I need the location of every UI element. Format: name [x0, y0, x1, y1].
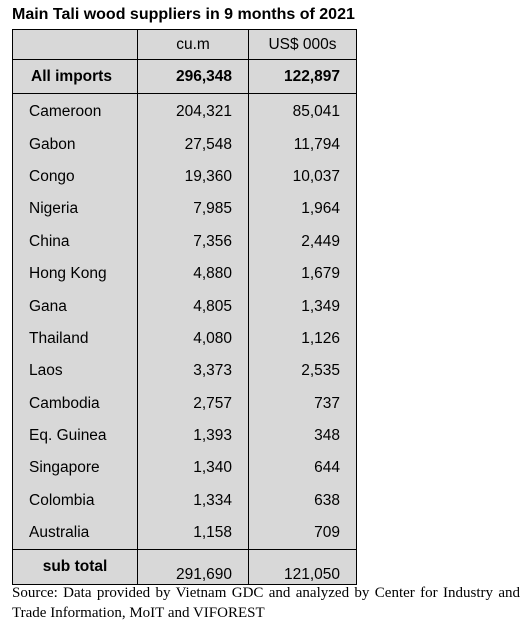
cum-cell: 4,805 [137, 290, 249, 323]
table-row: Hong Kong 4,880 1,679 [12, 257, 357, 291]
country-cell: Cameroon [12, 93, 138, 129]
country-cell: Nigeria [12, 193, 138, 226]
cum-cell: 1,340 [137, 452, 249, 485]
usd-cell: 2,449 [248, 225, 357, 258]
all-imports-row: All imports 296,348 122,897 [12, 59, 357, 94]
sub-total-cum: 291,690 [137, 549, 249, 586]
header-country [12, 29, 138, 60]
cum-cell: 7,985 [137, 193, 249, 226]
usd-cell: 10,037 [248, 160, 357, 194]
usd-cell: 1,349 [248, 290, 357, 323]
usd-cell: 1,126 [248, 322, 357, 356]
header-row: cu.m US$ 000s [12, 29, 357, 60]
table-row: Laos 3,373 2,535 [12, 355, 357, 388]
country-cell: Eq. Guinea [12, 419, 138, 453]
country-cell: Congo [12, 160, 138, 194]
usd-cell: 644 [248, 452, 357, 485]
usd-cell: 737 [248, 387, 357, 420]
cum-cell: 7,356 [137, 225, 249, 258]
cum-cell: 27,548 [137, 128, 249, 161]
usd-cell: 709 [248, 517, 357, 550]
cum-cell: 3,373 [137, 355, 249, 388]
country-cell: Australia [12, 517, 138, 550]
country-cell: Colombia [12, 484, 138, 518]
country-cell: Thailand [12, 322, 138, 356]
cum-cell: 1,334 [137, 484, 249, 518]
table-row: Eq. Guinea 1,393 348 [12, 419, 357, 453]
country-cell: Gabon [12, 128, 138, 161]
country-cell: China [12, 225, 138, 258]
suppliers-table: cu.m US$ 000s All imports 296,348 122,89… [12, 29, 357, 586]
header-usd: US$ 000s [248, 29, 357, 60]
cum-cell: 4,080 [137, 322, 249, 356]
sub-total-usd: 121,050 [248, 549, 357, 586]
table-row: Colombia 1,334 638 [12, 484, 357, 518]
table-title: Main Tali wood suppliers in 9 months of … [12, 6, 355, 23]
sub-total-row: sub total 291,690 121,050 [12, 549, 357, 586]
country-cell: Hong Kong [12, 257, 138, 291]
all-imports-label: All imports [12, 59, 138, 94]
table-row: Nigeria 7,985 1,964 [12, 193, 357, 226]
usd-cell: 2,535 [248, 355, 357, 388]
sub-total-label: sub total [12, 549, 138, 586]
usd-cell: 1,964 [248, 193, 357, 226]
usd-cell: 638 [248, 484, 357, 518]
country-cell: Laos [12, 355, 138, 388]
country-cell: Cambodia [12, 387, 138, 420]
cum-cell: 2,757 [137, 387, 249, 420]
table-row: Singapore 1,340 644 [12, 452, 357, 485]
table-row: Australia 1,158 709 [12, 517, 357, 550]
table-row: Congo 19,360 10,037 [12, 160, 357, 194]
table-row: Gabon 27,548 11,794 [12, 128, 357, 161]
usd-cell: 1,679 [248, 257, 357, 291]
cum-cell: 204,321 [137, 93, 249, 129]
table-row: Cambodia 2,757 737 [12, 387, 357, 420]
all-imports-usd: 122,897 [248, 59, 357, 94]
cum-cell: 4,880 [137, 257, 249, 291]
usd-cell: 85,041 [248, 93, 357, 129]
table-row: Gana 4,805 1,349 [12, 290, 357, 323]
cum-cell: 1,393 [137, 419, 249, 453]
usd-cell: 348 [248, 419, 357, 453]
table-row: China 7,356 2,449 [12, 225, 357, 258]
table-row: Thailand 4,080 1,126 [12, 322, 357, 356]
usd-cell: 11,794 [248, 128, 357, 161]
country-cell: Singapore [12, 452, 138, 485]
header-cum: cu.m [137, 29, 249, 60]
all-imports-cum: 296,348 [137, 59, 249, 94]
country-cell: Gana [12, 290, 138, 323]
source-note: Source: Data provided by Vietnam GDC and… [12, 585, 520, 621]
cum-cell: 19,360 [137, 160, 249, 194]
cum-cell: 1,158 [137, 517, 249, 550]
table-row: Cameroon 204,321 85,041 [12, 93, 357, 129]
